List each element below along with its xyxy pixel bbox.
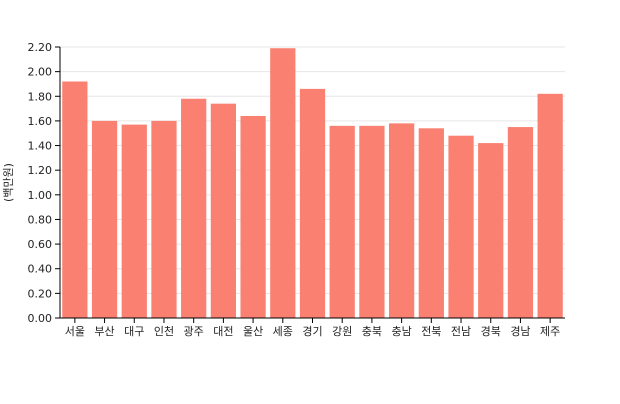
bar [91, 120, 118, 318]
y-tick-label: 0.20 [28, 287, 53, 300]
x-category-label: 인천 [154, 324, 174, 338]
bar [151, 120, 177, 318]
y-tick-label: 1.00 [28, 189, 53, 202]
bar [329, 125, 355, 318]
y-tick-label: 1.80 [28, 90, 53, 103]
x-category-label: 충북 [362, 325, 382, 338]
y-tick-label: 2.00 [28, 66, 53, 79]
x-category-label: 강원 [332, 325, 352, 338]
axes [55, 46, 565, 323]
x-category-label: 대전 [213, 325, 233, 338]
x-category-label: 부산 [94, 325, 114, 338]
y-tick-label: 2.20 [28, 41, 53, 54]
x-category-label: 서울 [65, 325, 85, 338]
y-axis-title: (백만원) [2, 163, 15, 202]
x-category-label: 전남 [451, 325, 471, 338]
bar [478, 143, 504, 318]
bar [240, 115, 266, 319]
x-category-label: 울산 [243, 325, 263, 338]
bar [299, 88, 326, 318]
x-category-label: 광주 [184, 325, 204, 338]
x-category-label: 대구 [124, 325, 144, 338]
y-tick-label: 0.00 [28, 312, 53, 325]
bars [62, 48, 563, 319]
y-tick-label: 0.80 [28, 213, 53, 226]
bar [359, 125, 385, 318]
y-tick-label: 0.60 [28, 238, 53, 251]
x-category-label: 경남 [510, 325, 530, 338]
bar [270, 48, 296, 319]
x-category-label: 제주 [540, 325, 560, 338]
x-category-label: 충남 [391, 325, 411, 338]
x-category-label: 경북 [481, 325, 501, 338]
bar [388, 123, 415, 318]
x-category-label: 세종 [273, 325, 293, 338]
bar [210, 103, 237, 318]
bar [121, 124, 147, 318]
y-tick-label: 1.60 [28, 115, 53, 128]
bar [507, 127, 534, 319]
bar [448, 135, 474, 318]
y-tick-label: 0.40 [28, 263, 53, 276]
x-category-label: 전북 [421, 325, 441, 338]
y-tick-label: 1.40 [28, 140, 53, 153]
bar [62, 81, 88, 318]
bar [181, 98, 207, 319]
labels: 0.00 0.20 0.40 0.60 0.80 1.00 1.20 1.40 1.60 1.80… [28, 41, 561, 338]
y-tick-label: 1.20 [28, 164, 53, 177]
x-category-label: 경기 [302, 325, 322, 338]
bar [418, 128, 444, 318]
bar [537, 93, 563, 319]
